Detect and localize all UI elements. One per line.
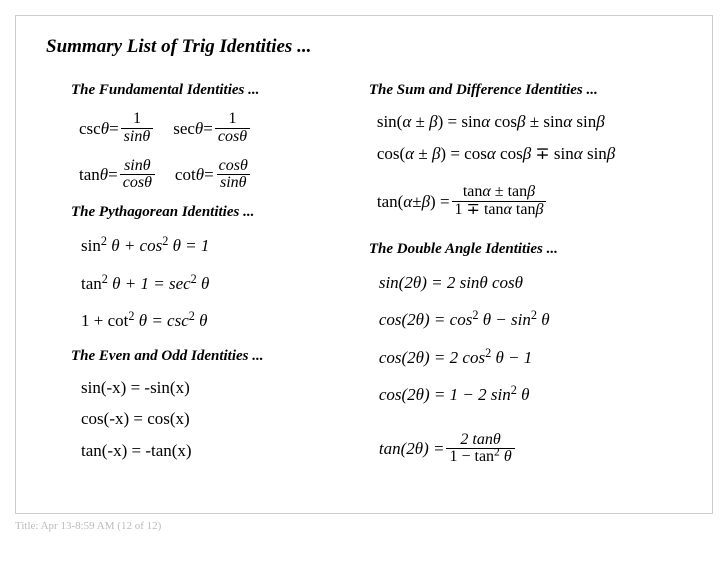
eq-sec: secθ = 1cosθ	[173, 111, 252, 146]
double-eq-4: cos(2θ) = 1 − 2 sin2 θ	[379, 382, 687, 408]
pyth-eq-3: 1 + cot2 θ = csc2 θ	[81, 308, 359, 334]
double-eq-2: cos(2θ) = cos2 θ − sin2 θ	[379, 307, 687, 333]
frac: 1sinθ	[121, 111, 154, 146]
section-evenodd-title: The Even and Odd Identities ...	[71, 348, 359, 365]
section-sumdiff-title: The Sum and Difference Identities ...	[369, 82, 687, 99]
section-fundamental-title: The Fundamental Identities ...	[71, 82, 359, 99]
pyth-eq-2: tan2 θ + 1 = sec2 θ	[81, 271, 359, 297]
double-eq-3: cos(2θ) = 2 cos2 θ − 1	[379, 345, 687, 371]
double-equations: sin(2θ) = 2 sinθ cosθ cos(2θ) = cos2 θ −…	[379, 270, 687, 479]
right-column: The Sum and Difference Identities ... si…	[369, 72, 687, 488]
frac: 2 tanθ 1 − tan2 θ	[446, 432, 514, 467]
page-title: Summary List of Trig Identities ...	[46, 36, 687, 58]
double-eq-5: tan(2θ) = 2 tanθ 1 − tan2 θ	[379, 432, 517, 467]
evenodd-eq-3: tan(-x) = -tan(x)	[81, 438, 359, 464]
left-column: The Fundamental Identities ... cscθ = 1s…	[46, 72, 359, 488]
columns: The Fundamental Identities ... cscθ = 1s…	[46, 72, 687, 488]
frac: 1cosθ	[215, 111, 250, 146]
sumdiff-eq-tan: tan(α ± β) = tanα ± tanβ 1 ∓ tanα tanβ	[377, 184, 549, 219]
frac: sinθcosθ	[120, 158, 155, 193]
fundamental-row-2: tanθ = sinθcosθ cotθ = cosθsinθ	[79, 158, 359, 193]
frac: cosθsinθ	[216, 158, 251, 193]
eq-tan: tanθ = sinθcosθ	[79, 158, 157, 193]
sumdiff-eq-cos: cos(α ± β) = cosα cosβ ∓ sinα sinβ	[377, 141, 687, 167]
document-frame: Summary List of Trig Identities ... The …	[15, 15, 713, 514]
section-pythagorean-title: The Pythagorean Identities ...	[71, 204, 359, 221]
sumdiff-equations: sin(α ± β) = sinα cosβ ± sinα sinβ cos(α…	[377, 109, 687, 231]
eq-csc: cscθ = 1sinθ	[79, 111, 155, 146]
double-eq-1: sin(2θ) = 2 sinθ cosθ	[379, 270, 687, 296]
evenodd-eq-1: sin(-x) = -sin(x)	[81, 375, 359, 401]
evenodd-eq-2: cos(-x) = cos(x)	[81, 406, 359, 432]
eq-cot: cotθ = cosθsinθ	[175, 158, 253, 193]
page-footer: Title: Apr 13-8:59 AM (12 of 12)	[15, 520, 713, 532]
frac: tanα ± tanβ 1 ∓ tanα tanβ	[452, 184, 547, 219]
pythagorean-equations: sin2 θ + cos2 θ = 1 tan2 θ + 1 = sec2 θ …	[81, 233, 359, 334]
section-double-title: The Double Angle Identities ...	[369, 241, 687, 258]
fundamental-equations: cscθ = 1sinθ secθ = 1cosθ tanθ = sinθcos…	[79, 111, 359, 192]
sumdiff-eq-sin: sin(α ± β) = sinα cosβ ± sinα sinβ	[377, 109, 687, 135]
fundamental-row-1: cscθ = 1sinθ secθ = 1cosθ	[79, 111, 359, 146]
pyth-eq-1: sin2 θ + cos2 θ = 1	[81, 233, 359, 259]
evenodd-equations: sin(-x) = -sin(x) cos(-x) = cos(x) tan(-…	[81, 375, 359, 464]
